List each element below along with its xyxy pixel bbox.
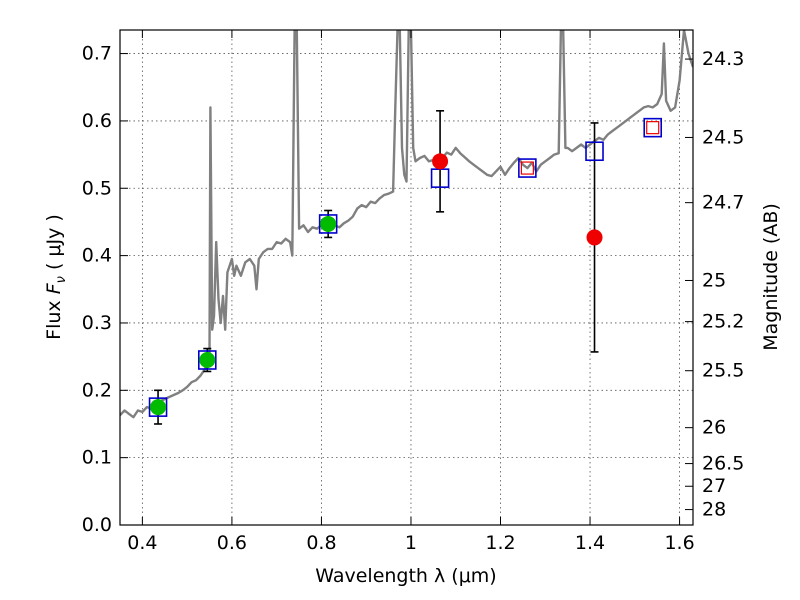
x-tick-label-3: 1: [405, 532, 417, 554]
template-spectrum-group: [120, 30, 693, 419]
mag-tick-label-7: 26.5: [702, 453, 744, 475]
mag-tick-label-1: 24.5: [702, 126, 744, 148]
model-photometry-group: [148, 117, 663, 417]
x-tick-label-6: 1.6: [664, 532, 694, 554]
mag-tick-label-6: 26: [702, 417, 726, 439]
x-tick-label-0: 0.4: [127, 532, 157, 554]
model-photometry-square-2: [318, 214, 338, 234]
detection-points-group: [150, 121, 660, 416]
errorbar-group: [154, 110, 599, 425]
x-axis-title: Wavelength λ (μm): [315, 565, 496, 587]
mag-tick-label-0: 24.3: [702, 48, 744, 70]
mag-tick-label-5: 25.5: [702, 360, 744, 382]
optical-detection-point-1: [199, 352, 216, 368]
y-tick-label-5: 0.5: [82, 177, 112, 199]
y-tick-label-0: 0.0: [82, 514, 112, 536]
template-spectrum-line: [120, 30, 693, 419]
nir-detection-point-1: [586, 229, 603, 246]
nir-detection-point-0: [432, 153, 449, 170]
model-photometry-square-5: [585, 141, 604, 162]
plot-frame: [119, 29, 694, 526]
y-tick-label-2: 0.2: [82, 379, 112, 401]
mag-tick-label-3: 25: [702, 269, 726, 291]
model-photometry-square-1: [197, 350, 217, 370]
upper-limit-marker-0: [520, 161, 534, 175]
mag-tick-label-2: 24.7: [702, 192, 744, 214]
y-tick-label-3: 0.3: [82, 312, 112, 334]
tick-group: 0.4 0.6 0.8 1 1.2 1.4 1.6 0.0 0.1 0.2 0.3 0.4 0.5 0.6…: [82, 30, 744, 554]
model-photometry-square-6: [643, 117, 663, 138]
y-axis-title: Flux Fν ( μJy ): [43, 214, 69, 340]
y-tick-label-1: 0.1: [82, 447, 112, 469]
axes-frame-group: [119, 29, 694, 526]
mag-tick-label-9: 28: [702, 499, 726, 521]
y-tick-label-6: 0.6: [82, 110, 112, 132]
x-tick-label-2: 0.8: [306, 532, 336, 554]
y-tick-label-4: 0.4: [82, 245, 112, 267]
mag-tick-label-4: 25.2: [702, 311, 744, 333]
y2-axis-title: Magnitude (AB): [760, 203, 782, 351]
x-tick-label-4: 1.2: [485, 532, 515, 554]
model-photometry-square-4: [518, 158, 537, 178]
x-tick-label-5: 1.4: [575, 532, 605, 554]
optical-detection-point-2: [320, 215, 337, 232]
mag-tick-label-8: 27: [702, 475, 726, 497]
x-tick-label-1: 0.6: [217, 532, 247, 554]
y-tick-label-7: 0.7: [82, 43, 112, 65]
model-photometry-square-0: [148, 397, 168, 417]
optical-detection-point-0: [150, 399, 167, 416]
upper-limit-marker-1: [646, 121, 660, 135]
